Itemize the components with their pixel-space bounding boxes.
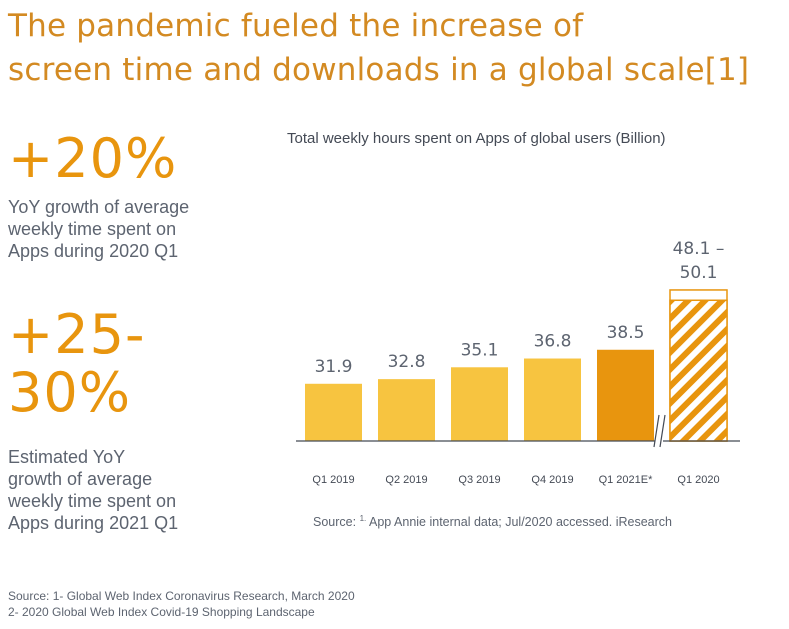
stat-value-1: +20%	[8, 130, 177, 188]
axis-break-mark-1	[653, 414, 660, 448]
x-tick-label-2: Q3 2019	[458, 474, 500, 486]
stat-description-2-line-4: Apps during 2021 Q1	[8, 513, 179, 533]
data-label-2: 35.1	[461, 340, 499, 360]
x-tick-label-5: Q1 2020	[677, 474, 719, 486]
footer-source-line-1: Source: 1- Global Web Index Coronavirus …	[8, 589, 355, 603]
bar-estimate-5	[669, 299, 728, 442]
bar-2	[451, 367, 508, 441]
data-label-3: 36.8	[534, 332, 572, 352]
stat-description-1-line-3: Apps during 2020 Q1	[8, 241, 179, 261]
footer-sources: Source: 1- Global Web Index Coronavirus …	[8, 588, 355, 620]
bar-4	[597, 349, 654, 441]
stat-description-1: YoY growth of average weekly time spent …	[8, 196, 189, 262]
stat-description-1-line-1: YoY growth of average	[8, 197, 190, 217]
x-tick-label-3: Q4 2019	[531, 474, 573, 486]
stat-description-1-line-2: weekly time spent on	[8, 219, 177, 239]
chart-source-prefix: Source:	[313, 515, 360, 530]
x-tick-label-1: Q2 2019	[385, 474, 427, 486]
data-label-0: 31.9	[315, 357, 353, 377]
stat-value-2-line-2: 30%	[8, 361, 132, 424]
chart-source-superscript: 1.	[359, 514, 367, 523]
data-label-4: 38.5	[607, 323, 645, 343]
bar-3	[524, 358, 581, 441]
stat-value-1-line-1: +20%	[8, 127, 178, 190]
x-tick-label-0: Q1 2019	[312, 474, 354, 486]
stat-value-2-line-1: +25-	[8, 303, 146, 366]
axis-break-gap	[655, 411, 663, 447]
stat-value-2: +25- 30%	[8, 306, 145, 422]
stat-description-2: Estimated YoY growth of average weekly t…	[8, 446, 178, 534]
chart-source: Source: 1. App Annie internal data; Jul/…	[313, 514, 672, 529]
bar-1	[378, 379, 435, 441]
chart-title: Total weekly hours spent on Apps of glob…	[287, 130, 666, 147]
stat-description-2-line-3: weekly time spent on	[8, 491, 177, 511]
page-title-line-1: The pandemic fueled the increase of	[8, 8, 584, 44]
stat-description-2-line-2: growth of average	[8, 469, 153, 489]
bar-0	[305, 383, 362, 441]
page-title-line-2: screen time and downloads in a global sc…	[8, 52, 750, 88]
axis-break-mark-2	[659, 414, 666, 448]
data-label-5-line-1: 50.1	[680, 263, 718, 283]
footer-source-line-2: 2- 2020 Global Web Index Covid-19 Shoppi…	[8, 605, 315, 619]
chart-source-text: App Annie internal data; Jul/2020 access…	[366, 515, 672, 530]
x-tick-label-4: Q1 2021E*	[599, 474, 654, 486]
page-title: The pandemic fueled the increase of scre…	[8, 4, 788, 92]
data-label-1: 32.8	[388, 352, 426, 372]
stat-description-2-line-1: Estimated YoY	[8, 447, 126, 467]
data-label-5-line-0: 48.1 –	[673, 239, 725, 259]
